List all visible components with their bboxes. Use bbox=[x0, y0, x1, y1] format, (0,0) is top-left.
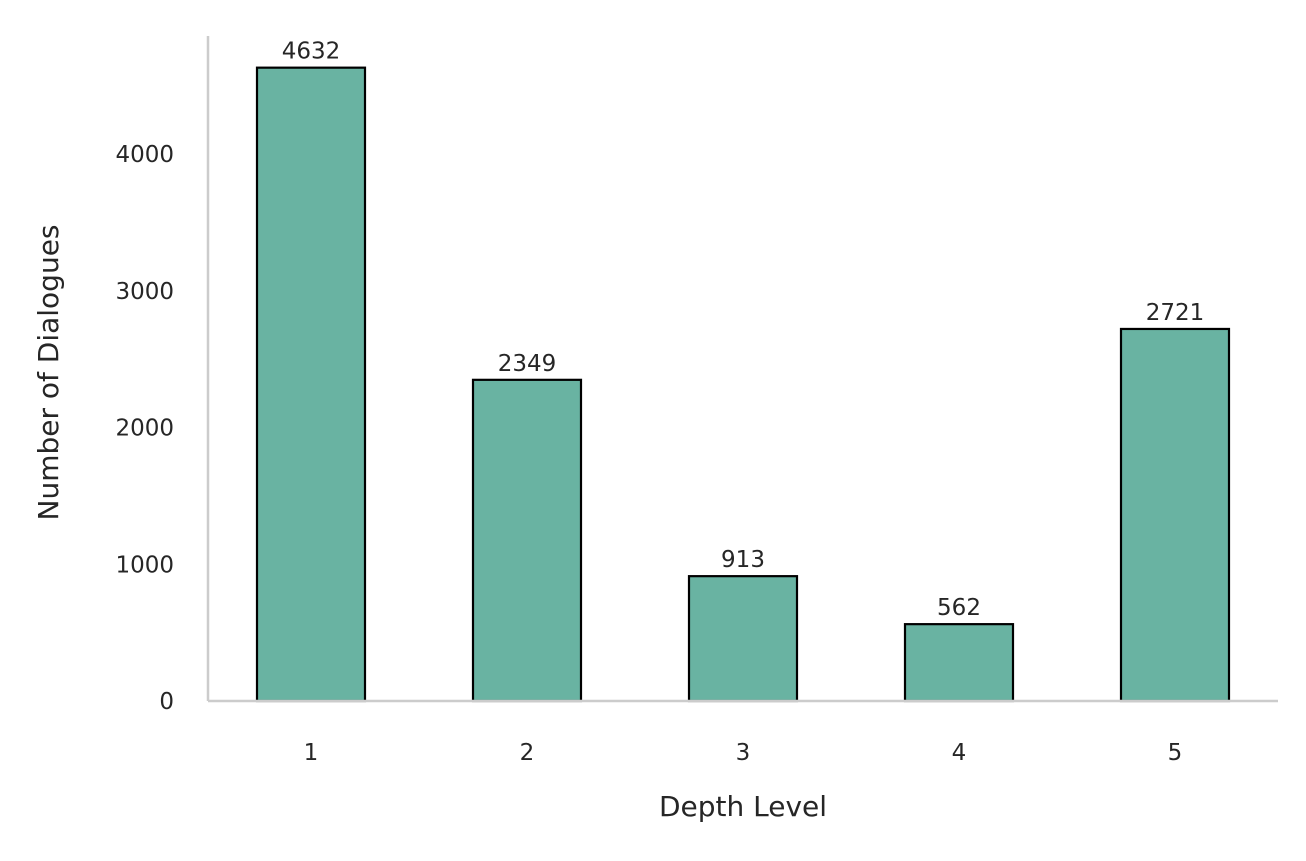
data-label-depth-4: 562 bbox=[937, 595, 981, 621]
bar-depth-5 bbox=[1119, 327, 1231, 703]
data-label-depth-3: 913 bbox=[721, 547, 765, 573]
axes-layer bbox=[206, 36, 1278, 703]
x-tick-label-2: 2 bbox=[520, 740, 535, 766]
x-tick-label-3: 3 bbox=[736, 740, 751, 766]
data-label-depth-2: 2349 bbox=[498, 351, 557, 377]
bars-layer bbox=[255, 66, 1231, 703]
x-tick-labels: 1 2 3 4 5 bbox=[304, 740, 1183, 766]
y-tick-label-2000: 2000 bbox=[115, 416, 174, 442]
data-labels-layer: 4632 2349 913 562 2721 bbox=[282, 39, 1205, 621]
x-tick-label-4: 4 bbox=[952, 740, 967, 766]
bar-depth-1 bbox=[255, 66, 367, 703]
data-label-depth-1: 4632 bbox=[282, 39, 341, 65]
bar-depth-4 bbox=[903, 623, 1015, 703]
x-axis-title: Depth Level bbox=[659, 790, 827, 823]
y-tick-labels: 0 1000 2000 3000 4000 bbox=[115, 142, 174, 715]
x-tick-label-5: 5 bbox=[1168, 740, 1183, 766]
y-axis-title: Number of Dialogues bbox=[32, 224, 65, 520]
y-tick-label-4000: 4000 bbox=[115, 142, 174, 168]
y-tick-label-1000: 1000 bbox=[115, 552, 174, 578]
bar-depth-2 bbox=[471, 378, 583, 703]
y-tick-label-0: 0 bbox=[159, 689, 174, 715]
data-label-depth-5: 2721 bbox=[1146, 300, 1205, 326]
bar-depth-3 bbox=[687, 575, 799, 703]
y-tick-label-3000: 3000 bbox=[115, 279, 174, 305]
x-tick-label-1: 1 bbox=[304, 740, 319, 766]
